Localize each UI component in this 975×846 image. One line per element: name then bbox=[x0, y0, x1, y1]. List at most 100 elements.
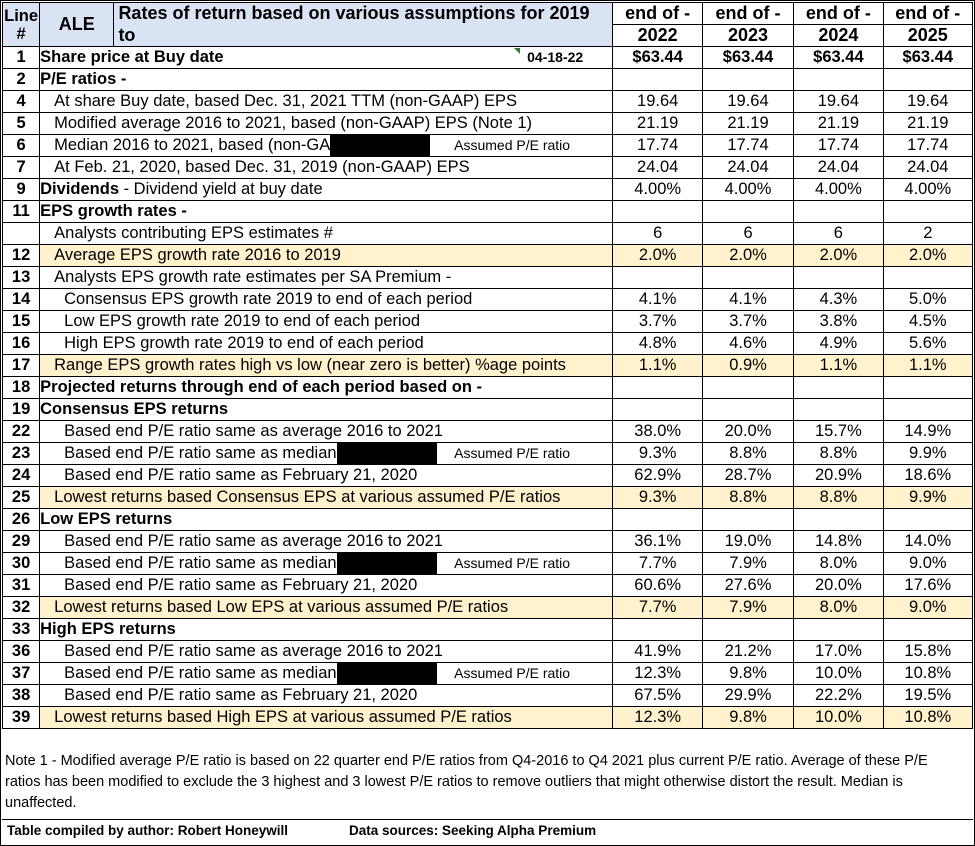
row-label: Analysts contributing EPS estimates # bbox=[39, 222, 614, 245]
line-number-header: Line # bbox=[1, 2, 41, 47]
value-cell-2022: 9.3% bbox=[612, 442, 703, 465]
value-cell-2024: 17.0% bbox=[793, 640, 884, 663]
year-2025: 2025 bbox=[882, 24, 974, 47]
line-number: 15 bbox=[1, 310, 41, 333]
table-title: Rates of return based on various assumpt… bbox=[113, 2, 614, 25]
value-cell-2025: 9.9% bbox=[882, 486, 974, 509]
value-cell-2022: 4.1% bbox=[612, 288, 703, 311]
value-cell-2025: 2.0% bbox=[882, 244, 974, 267]
value-cell-2024: 2.0% bbox=[793, 244, 884, 267]
row-label: High EPS returns bbox=[39, 618, 614, 641]
row-label: At share Buy date, based Dec. 31, 2021 T… bbox=[39, 90, 614, 113]
value-cell-2025 bbox=[882, 508, 974, 531]
row-label-text: Based end P/E ratio same as average 2016… bbox=[64, 642, 443, 660]
row-label-text: Based end P/E ratio same as February 21,… bbox=[64, 466, 418, 484]
value-cell-2025 bbox=[882, 266, 974, 289]
table-row: 18 Projected returns through end of each … bbox=[1, 376, 974, 399]
row-label: Based end P/E ratio same as median Assume… bbox=[39, 662, 614, 685]
value-cell-2022: 36.1% bbox=[612, 530, 703, 553]
period-label-2022: end of - bbox=[612, 2, 703, 25]
value-cell-2025 bbox=[882, 376, 974, 399]
table-row: 33 High EPS returns bbox=[1, 618, 974, 641]
value-cell-2025 bbox=[882, 68, 974, 91]
value-cell-2025 bbox=[882, 398, 974, 421]
value-cell-2022: 9.3% bbox=[612, 486, 703, 509]
row-label: Based end P/E ratio same as median Assume… bbox=[39, 442, 614, 465]
row-label-text: Based end P/E ratio same as February 21,… bbox=[64, 576, 418, 594]
value-cell-2024: 8.8% bbox=[793, 442, 884, 465]
value-cell-2025: 4.00% bbox=[882, 178, 974, 201]
table-row: 6 Median 2016 to 2021, based (non-GA Assum… bbox=[1, 134, 974, 157]
value-cell-2025 bbox=[882, 618, 974, 641]
table-footer: Table compiled by author: Robert Honeywi… bbox=[2, 819, 973, 842]
table-row: 5 Modified average 2016 to 2021, based (n… bbox=[1, 112, 974, 135]
line-number: 32 bbox=[1, 596, 41, 619]
row-label-text: Lowest returns based Consensus EPS at va… bbox=[54, 488, 561, 506]
table-row: Analysts contributing EPS estimates #6 6 6… bbox=[1, 222, 974, 245]
assumed-pe-note: Assumed P/E ratio bbox=[454, 445, 571, 461]
value-cell-2024: 4.3% bbox=[793, 288, 884, 311]
value-cell-2023: 7.9% bbox=[701, 596, 795, 619]
line-number: 11 bbox=[1, 200, 41, 223]
value-cell-2023: 21.19 bbox=[701, 112, 795, 135]
value-cell-2023: 20.0% bbox=[701, 420, 795, 443]
value-cell-2024 bbox=[793, 508, 884, 531]
row-label: Projected returns through end of each pe… bbox=[39, 376, 614, 399]
note-1: Note 1 - Modified average P/E ratio is b… bbox=[5, 753, 928, 811]
table-row: 29 Based end P/E ratio same as average 20… bbox=[1, 530, 974, 553]
table-row: 24 Based end P/E ratio same as February 2… bbox=[1, 464, 974, 487]
value-cell-2023: 29.9% bbox=[701, 684, 795, 707]
assumed-pe-note: Assumed P/E ratio bbox=[454, 137, 571, 153]
line-number: 31 bbox=[1, 574, 41, 597]
redaction-block bbox=[336, 443, 437, 464]
table-row: 23 Based end P/E ratio same as median Assu… bbox=[1, 442, 974, 465]
header-row-2: to 2022 2023 2024 2025 bbox=[3, 24, 974, 47]
data-sources: Data sources: Seeking Alpha Premium bbox=[349, 823, 597, 838]
row-label-text: High EPS returns bbox=[40, 620, 176, 638]
line-number: 24 bbox=[1, 464, 41, 487]
row-label: Based end P/E ratio same as average 2016… bbox=[39, 420, 614, 443]
line-number: 13 bbox=[1, 266, 41, 289]
line-number: 18 bbox=[1, 376, 41, 399]
value-cell-2024: 17.74 bbox=[793, 134, 884, 157]
value-cell-2024 bbox=[793, 376, 884, 399]
row-label: Consensus EPS returns bbox=[39, 398, 614, 421]
redaction-block bbox=[330, 135, 431, 156]
value-cell-2023 bbox=[701, 68, 795, 91]
value-cell-2025: 10.8% bbox=[882, 706, 974, 729]
value-cell-2024: 15.7% bbox=[793, 420, 884, 443]
row-label: Dividends - Dividend yield at buy date bbox=[39, 178, 614, 201]
value-cell-2023 bbox=[701, 376, 795, 399]
value-cell-2024: 10.0% bbox=[793, 662, 884, 685]
value-cell-2022: 38.0% bbox=[612, 420, 703, 443]
value-cell-2025: 17.6% bbox=[882, 574, 974, 597]
row-label-text: Based end P/E ratio same as median bbox=[64, 664, 337, 682]
row-label-text: Dividends bbox=[40, 180, 119, 198]
row-label-text: Analysts EPS growth rate estimates per S… bbox=[54, 268, 452, 286]
line-number: 19 bbox=[1, 398, 41, 421]
value-cell-2024: 14.8% bbox=[793, 530, 884, 553]
year-2024: 2024 bbox=[793, 24, 884, 47]
value-cell-2022: 6 bbox=[612, 222, 703, 245]
value-cell-2022: 12.3% bbox=[612, 662, 703, 685]
value-cell-2023: 24.04 bbox=[701, 156, 795, 179]
returns-table: Line # ALE Rates of return based on vario… bbox=[1, 2, 974, 729]
value-cell-2023: 4.6% bbox=[701, 332, 795, 355]
value-cell-2024: 4.9% bbox=[793, 332, 884, 355]
table-row: 1 Share price at Buy date 04-18-22 $63.44 $6… bbox=[1, 46, 974, 69]
row-label-text: EPS growth rates - bbox=[40, 202, 187, 220]
table-row: 31 Based end P/E ratio same as February 2… bbox=[1, 574, 974, 597]
row-label-text: Lowest returns based High EPS at various… bbox=[54, 708, 512, 726]
row-label: Lowest returns based High EPS at various… bbox=[39, 706, 614, 729]
row-label: Modified average 2016 to 2021, based (no… bbox=[39, 112, 614, 135]
period-label-2024: end of - bbox=[793, 2, 884, 25]
table-row: 13 Analysts EPS growth rate estimates per… bbox=[1, 266, 974, 289]
value-cell-2024: 3.8% bbox=[793, 310, 884, 333]
period-label-2023: end of - bbox=[701, 2, 795, 25]
header-row-1: Line # ALE Rates of return based on vario… bbox=[1, 2, 974, 47]
row-label-text: Projected returns through end of each pe… bbox=[40, 378, 483, 396]
value-cell-2024: 22.2% bbox=[793, 684, 884, 707]
row-label-text: Median 2016 to 2021, based (non-GA bbox=[54, 136, 331, 154]
buy-date: 04-18-22 bbox=[527, 49, 584, 65]
table-row: 9 Dividends - Dividend yield at buy date 4… bbox=[1, 178, 974, 201]
